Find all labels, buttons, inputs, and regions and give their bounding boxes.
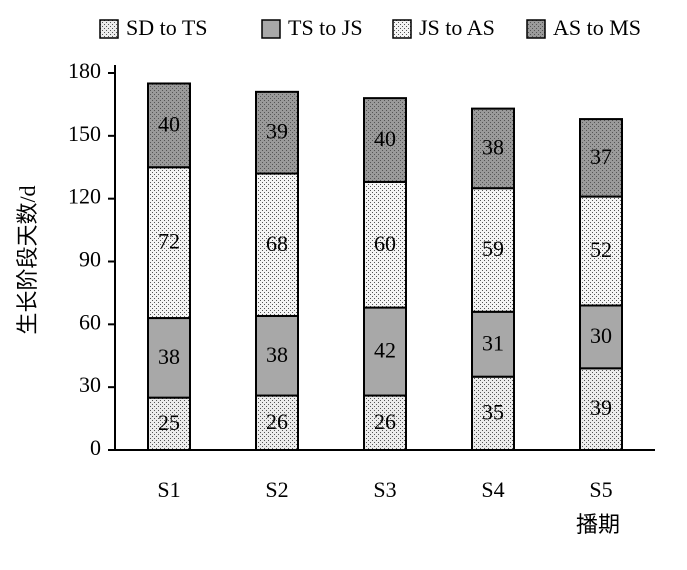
legend-label: JS to AS <box>419 15 495 40</box>
y-tick-label: 180 <box>68 58 101 83</box>
bar-segment <box>579 304 623 370</box>
y-axis-label: 生长阶段天数/d <box>15 185 40 334</box>
data-label: 26 <box>266 409 288 434</box>
bar-segment <box>471 107 515 190</box>
y-tick-label: 60 <box>79 309 101 334</box>
legend-label: TS to JS <box>288 15 363 40</box>
bar-segment <box>579 367 623 452</box>
data-label: 38 <box>482 134 504 159</box>
bar-segment <box>471 310 515 378</box>
data-label: 39 <box>590 395 612 420</box>
data-label: 38 <box>266 342 288 367</box>
data-label: 72 <box>158 229 180 254</box>
x-tick-label: S1 <box>157 477 180 502</box>
legend-label: AS to MS <box>553 15 641 40</box>
y-tick-label: 150 <box>68 121 101 146</box>
data-label: 40 <box>374 126 396 151</box>
data-label: 26 <box>374 409 396 434</box>
data-label: 40 <box>158 111 180 136</box>
bar-segment <box>363 306 407 397</box>
x-axis-label: 播期 <box>576 512 620 537</box>
data-label: 60 <box>374 231 396 256</box>
legend-swatch <box>261 19 281 39</box>
bar-segment <box>255 314 299 397</box>
x-tick-label: S5 <box>589 477 612 502</box>
bar-segment <box>147 317 191 399</box>
y-tick-label: 0 <box>90 435 101 460</box>
x-tick-label: S2 <box>265 477 288 502</box>
x-tick-label: S3 <box>373 477 396 502</box>
data-label: 30 <box>590 323 612 348</box>
y-tick-label: 90 <box>79 247 101 272</box>
data-label: 31 <box>482 330 504 355</box>
legend-swatch <box>526 19 546 39</box>
data-label: 52 <box>590 237 612 262</box>
data-label: 39 <box>266 119 288 144</box>
legend-swatch <box>392 19 412 39</box>
bar-segment <box>579 118 623 198</box>
bar-segment <box>147 82 191 169</box>
y-tick-label: 120 <box>68 184 101 209</box>
legend-label: SD to TS <box>126 15 208 40</box>
bar-segment <box>255 90 299 175</box>
data-label: 42 <box>374 338 396 363</box>
data-label: 59 <box>482 236 504 261</box>
legend-swatch <box>99 19 119 39</box>
y-tick-label: 30 <box>79 372 101 397</box>
bar-segment <box>363 394 407 451</box>
data-label: 68 <box>266 231 288 256</box>
bar-segment <box>471 187 515 313</box>
data-label: 37 <box>590 144 612 169</box>
bar-segment <box>363 97 407 183</box>
x-tick-label: S4 <box>481 477 504 502</box>
data-label: 35 <box>482 399 504 424</box>
data-label: 38 <box>158 344 180 369</box>
data-label: 25 <box>158 410 180 435</box>
bar-segment <box>579 195 623 307</box>
